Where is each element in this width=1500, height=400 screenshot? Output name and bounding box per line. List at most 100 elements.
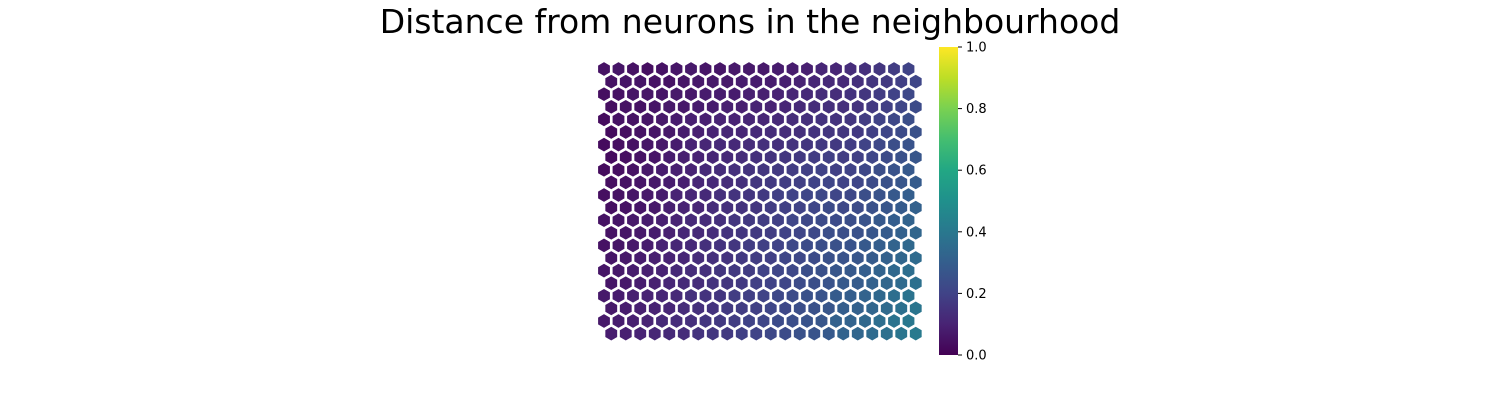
- hex-cell: [618, 325, 633, 342]
- hex-cell: [908, 199, 923, 216]
- hex-cell: [727, 262, 742, 279]
- hex-cell: [676, 124, 691, 140]
- hex-cell: [872, 237, 887, 254]
- colorbar-tick-label: 0.8: [966, 102, 987, 117]
- hex-cell: [691, 174, 706, 191]
- hex-cell: [763, 174, 778, 191]
- hex-cell: [604, 73, 619, 90]
- hex-cell: [720, 98, 735, 115]
- hex-cell: [618, 124, 633, 140]
- hex-cell: [778, 275, 793, 292]
- hex-cell: [698, 187, 713, 203]
- hex-cell: [858, 187, 872, 203]
- hex-cell: [829, 187, 843, 203]
- hex-cell: [713, 262, 727, 279]
- hex-cell: [901, 187, 916, 203]
- hex-cell: [879, 300, 894, 317]
- hex-cell: [647, 174, 662, 191]
- hex-cell: [785, 313, 800, 329]
- hex-cell: [778, 149, 793, 166]
- hex-cell: [901, 262, 916, 279]
- hex-cell: [821, 73, 836, 90]
- hex-cell: [626, 61, 640, 77]
- hex-cell: [887, 111, 901, 128]
- hex-cell: [626, 313, 640, 329]
- hex-cell: [756, 187, 771, 203]
- hex-cell: [807, 98, 822, 115]
- hex-cell: [865, 325, 880, 342]
- hex-cell: [655, 313, 669, 329]
- hex-cell: [749, 199, 764, 216]
- hex-cell: [676, 199, 691, 216]
- hex-cell: [858, 237, 872, 254]
- hex-cell: [865, 149, 880, 166]
- hex-cell: [705, 325, 720, 342]
- hex-cell: [887, 212, 901, 229]
- hex-cell: [698, 287, 713, 304]
- hex-cell: [604, 250, 619, 266]
- hex-cell: [604, 174, 619, 191]
- hex-cell: [713, 237, 727, 254]
- hex-cell: [821, 300, 836, 317]
- hex-cell: [640, 313, 655, 329]
- colorbar: 0.0 0.2 0.4 0.6 0.8 1.0: [939, 41, 987, 364]
- hex-cell: [894, 98, 909, 115]
- hex-cell: [626, 187, 640, 203]
- hex-cell: [894, 275, 909, 292]
- hex-cell: [691, 250, 706, 266]
- hex-cell: [778, 73, 793, 90]
- hex-cell: [771, 111, 785, 128]
- hex-cell: [771, 212, 785, 229]
- hex-cell: [879, 325, 894, 342]
- hex-cell: [792, 325, 807, 342]
- hex-cell: [713, 313, 727, 329]
- hex-cell: [640, 237, 655, 254]
- hex-cell: [713, 111, 727, 128]
- hex-cell: [633, 149, 648, 166]
- hex-cell: [792, 174, 807, 191]
- hex-cell: [626, 287, 640, 304]
- hex-cell: [879, 149, 894, 166]
- hex-cell: [894, 149, 909, 166]
- hex-cell: [647, 325, 662, 342]
- hex-cell: [800, 237, 814, 254]
- hex-cell: [843, 61, 858, 77]
- hex-cell: [611, 187, 626, 203]
- hex-cell: [850, 224, 865, 241]
- hex-cell: [756, 136, 771, 153]
- hex-cell: [850, 98, 865, 115]
- hex-cell: [749, 300, 764, 317]
- hex-cell: [763, 275, 778, 292]
- hex-cell: [720, 325, 735, 342]
- hex-cell: [807, 250, 822, 266]
- hex-cell: [705, 73, 720, 90]
- hex-cell: [705, 275, 720, 292]
- hex-cell: [742, 111, 756, 128]
- hex-cell: [611, 86, 626, 103]
- hex-cell: [655, 111, 669, 128]
- hex-cell: [836, 250, 851, 266]
- hex-cell: [908, 275, 923, 292]
- hex-cell: [618, 224, 633, 241]
- hex-cell: [720, 199, 735, 216]
- hex-cell: [713, 187, 727, 203]
- hex-cell: [640, 187, 655, 203]
- hex-cell: [633, 325, 648, 342]
- hex-cell: [749, 275, 764, 292]
- hex-cell: [698, 136, 713, 153]
- hex-cell: [865, 250, 880, 266]
- hex-cell: [597, 287, 611, 304]
- hex-cell: [676, 73, 691, 90]
- hex-cell: [655, 187, 669, 203]
- hex-cell: [698, 262, 713, 279]
- hex-cell: [887, 262, 901, 279]
- hex-cell: [597, 262, 611, 279]
- hex-cell: [647, 73, 662, 90]
- hex-cell: [618, 275, 633, 292]
- hex-cell: [655, 237, 669, 254]
- hex-cell: [771, 262, 785, 279]
- hex-cell: [879, 124, 894, 140]
- hex-cell: [908, 300, 923, 317]
- hex-cell: [749, 73, 764, 90]
- hex-cell: [836, 73, 851, 90]
